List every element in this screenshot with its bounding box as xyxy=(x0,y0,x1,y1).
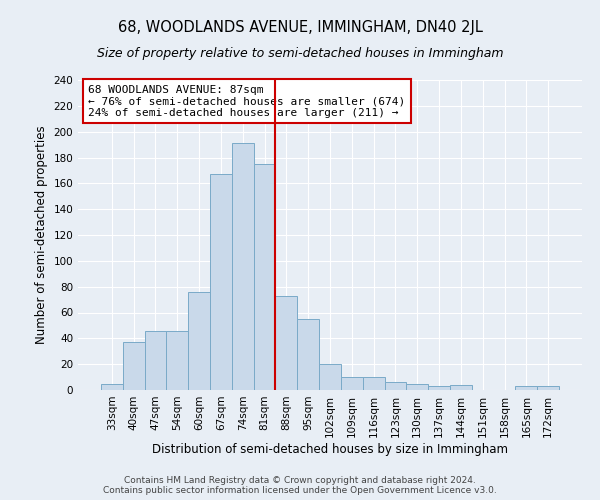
Bar xyxy=(254,164,275,390)
Bar xyxy=(428,386,450,390)
Text: Size of property relative to semi-detached houses in Immingham: Size of property relative to semi-detach… xyxy=(97,48,503,60)
Bar xyxy=(319,364,341,390)
Bar xyxy=(406,384,428,390)
Text: 68, WOODLANDS AVENUE, IMMINGHAM, DN40 2JL: 68, WOODLANDS AVENUE, IMMINGHAM, DN40 2J… xyxy=(118,20,482,35)
Text: Contains HM Land Registry data © Crown copyright and database right 2024.
Contai: Contains HM Land Registry data © Crown c… xyxy=(103,476,497,495)
X-axis label: Distribution of semi-detached houses by size in Immingham: Distribution of semi-detached houses by … xyxy=(152,442,508,456)
Bar xyxy=(188,292,210,390)
Text: 68 WOODLANDS AVENUE: 87sqm
← 76% of semi-detached houses are smaller (674)
24% o: 68 WOODLANDS AVENUE: 87sqm ← 76% of semi… xyxy=(88,84,406,118)
Bar xyxy=(101,384,123,390)
Bar xyxy=(210,174,232,390)
Bar xyxy=(297,319,319,390)
Bar xyxy=(515,386,537,390)
Bar xyxy=(232,144,254,390)
Y-axis label: Number of semi-detached properties: Number of semi-detached properties xyxy=(35,126,48,344)
Bar xyxy=(166,330,188,390)
Bar xyxy=(123,342,145,390)
Bar xyxy=(450,385,472,390)
Bar xyxy=(341,377,363,390)
Bar xyxy=(385,382,406,390)
Bar xyxy=(363,377,385,390)
Bar xyxy=(145,330,166,390)
Bar xyxy=(275,296,297,390)
Bar xyxy=(537,386,559,390)
